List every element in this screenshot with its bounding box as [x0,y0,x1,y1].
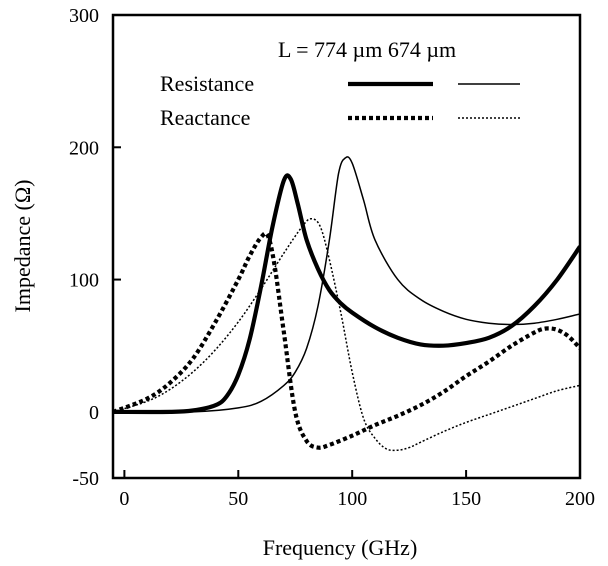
legend-label-resistance: Resistance [160,71,254,96]
y-tick-label: 100 [69,270,99,292]
series-line-reactance-774-m [113,231,580,450]
x-tick-label: 0 [119,488,129,510]
legend-header: L = 774 µm 674 µm [278,37,456,62]
series-line-resistance-674-m [113,156,580,413]
axis-ticks: 0 50 100 150 200 300 200 100 0 -50 [69,5,595,510]
x-tick-label: 150 [451,488,481,510]
y-axis-title: Impedance (Ω) [10,180,35,313]
x-tick-label: 100 [337,488,367,510]
series-layer [113,156,580,452]
series-line-reactance-674-m [113,217,580,452]
y-tick-label: -50 [72,468,99,490]
legend-label-reactance: Reactance [160,105,250,130]
series-line-resistance-774-m [113,173,580,415]
y-tick-label: 200 [69,137,99,159]
legend: L = 774 µm 674 µm Resistance Reactance [160,37,520,130]
x-tick-label: 50 [228,488,248,510]
y-tick-label: 0 [89,402,99,424]
legend-swatches [348,81,520,121]
x-axis-title: Frequency (GHz) [263,535,418,560]
x-tick-label: 200 [565,488,595,510]
y-tick-label: 300 [69,5,99,27]
